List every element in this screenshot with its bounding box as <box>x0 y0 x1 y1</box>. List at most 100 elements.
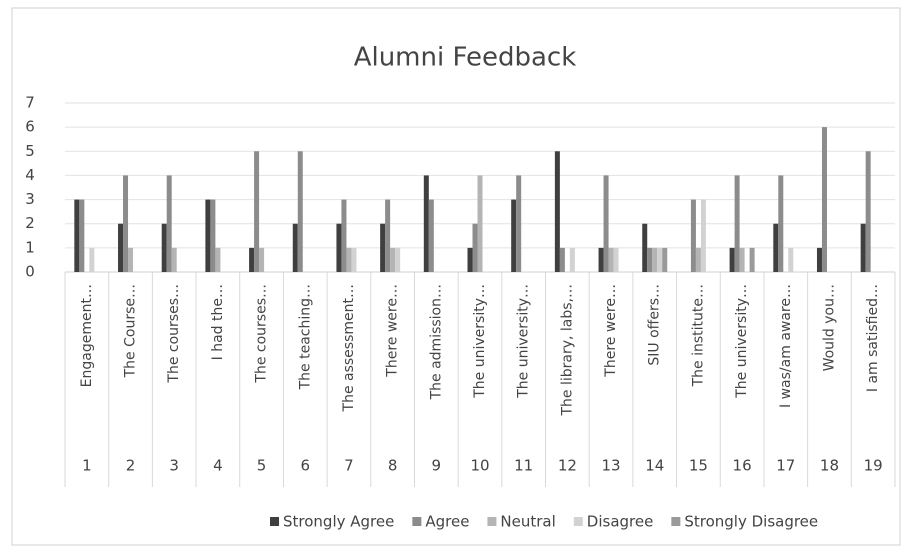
bar <box>816 247 822 272</box>
bar <box>351 247 357 272</box>
x-tick-label: 15 <box>689 457 708 475</box>
bar <box>695 247 701 272</box>
category-label: The courses… <box>254 284 270 384</box>
bar <box>385 199 391 272</box>
category-label: I had the… <box>210 284 226 360</box>
x-tick-label: 9 <box>432 457 442 475</box>
bar <box>171 247 177 272</box>
x-tick-label: 12 <box>558 457 577 475</box>
legend-swatch <box>270 517 279 526</box>
bar <box>336 223 342 272</box>
bar <box>292 223 298 272</box>
bar <box>161 223 167 272</box>
x-tick-label: 1 <box>82 457 92 475</box>
category-label: I am satisfied… <box>865 284 881 392</box>
bar <box>778 175 784 272</box>
category-label: There were… <box>385 284 401 378</box>
bar <box>128 247 134 272</box>
bar <box>511 199 517 272</box>
category-label: The institute… <box>690 284 706 387</box>
x-tick-label: 5 <box>257 457 267 475</box>
x-tick-label: 16 <box>733 457 752 475</box>
y-tick-label: 4 <box>25 166 35 184</box>
bar <box>166 175 172 272</box>
category-label: Would you… <box>821 284 837 371</box>
bar <box>89 247 95 272</box>
category-label: The Course… <box>123 284 139 378</box>
bar <box>690 199 696 272</box>
legend-label: Agree <box>425 513 469 531</box>
bar <box>773 223 779 272</box>
category-label: The courses… <box>166 284 182 384</box>
bar <box>297 151 303 272</box>
legend-swatch <box>573 517 583 526</box>
bar <box>821 127 827 273</box>
bar <box>477 175 483 272</box>
bar <box>346 247 352 272</box>
bar <box>210 199 216 272</box>
bar <box>559 247 565 272</box>
category-label: The university… <box>516 284 532 399</box>
bar <box>395 247 401 272</box>
category-label: The library, labs,… <box>559 284 575 417</box>
bar <box>249 247 255 272</box>
x-tick-label: 14 <box>645 457 664 475</box>
x-tick-label: 10 <box>470 457 489 475</box>
bar <box>215 247 221 272</box>
bar <box>642 223 648 272</box>
bar <box>118 223 124 272</box>
category-label: The admission… <box>428 284 444 400</box>
legend-swatch <box>487 517 497 526</box>
y-tick-label: 0 <box>25 263 35 281</box>
y-tick-label: 7 <box>25 94 35 112</box>
x-tick-label: 2 <box>126 457 136 475</box>
x-tick-label: 17 <box>776 457 795 475</box>
category-label: I was/am aware… <box>778 284 794 408</box>
bar <box>74 199 80 272</box>
bar <box>734 175 740 272</box>
y-tick-label: 2 <box>25 214 35 232</box>
bar <box>865 151 871 272</box>
x-tick-label: 8 <box>388 457 398 475</box>
bar <box>569 247 575 272</box>
bar <box>341 199 347 272</box>
bar <box>554 151 560 272</box>
y-tick-label: 6 <box>25 118 35 136</box>
bar <box>860 223 866 272</box>
bar <box>749 247 755 272</box>
bar <box>472 223 478 272</box>
bar <box>739 247 745 272</box>
bar <box>662 247 668 272</box>
bar <box>700 199 706 272</box>
bar <box>254 151 260 272</box>
category-label: The teaching… <box>297 284 313 390</box>
bar <box>423 175 429 272</box>
bar <box>467 247 473 272</box>
category-label: The university… <box>734 284 750 399</box>
category-label: SIU offers… <box>647 284 663 366</box>
category-label: There were… <box>603 284 619 378</box>
bar <box>788 247 794 272</box>
chart-border <box>11 7 901 546</box>
bar <box>205 199 211 272</box>
x-tick-label: 6 <box>300 457 310 475</box>
legend-label: Strongly Agree <box>283 513 394 531</box>
legend-swatch <box>412 517 422 526</box>
x-tick-label: 19 <box>864 457 883 475</box>
bar <box>259 247 265 272</box>
x-tick-label: 18 <box>820 457 839 475</box>
bar <box>428 199 434 272</box>
legend-swatch <box>671 517 681 526</box>
bar <box>390 247 396 272</box>
x-tick-label: 11 <box>514 457 533 475</box>
bar <box>608 247 614 272</box>
legend-label: Disagree <box>587 513 654 531</box>
bar <box>613 247 619 272</box>
category-label: The university… <box>472 284 488 399</box>
x-tick-label: 7 <box>344 457 354 475</box>
bar <box>603 175 609 272</box>
bar <box>516 175 522 272</box>
bar <box>123 175 129 272</box>
bar <box>598 247 604 272</box>
